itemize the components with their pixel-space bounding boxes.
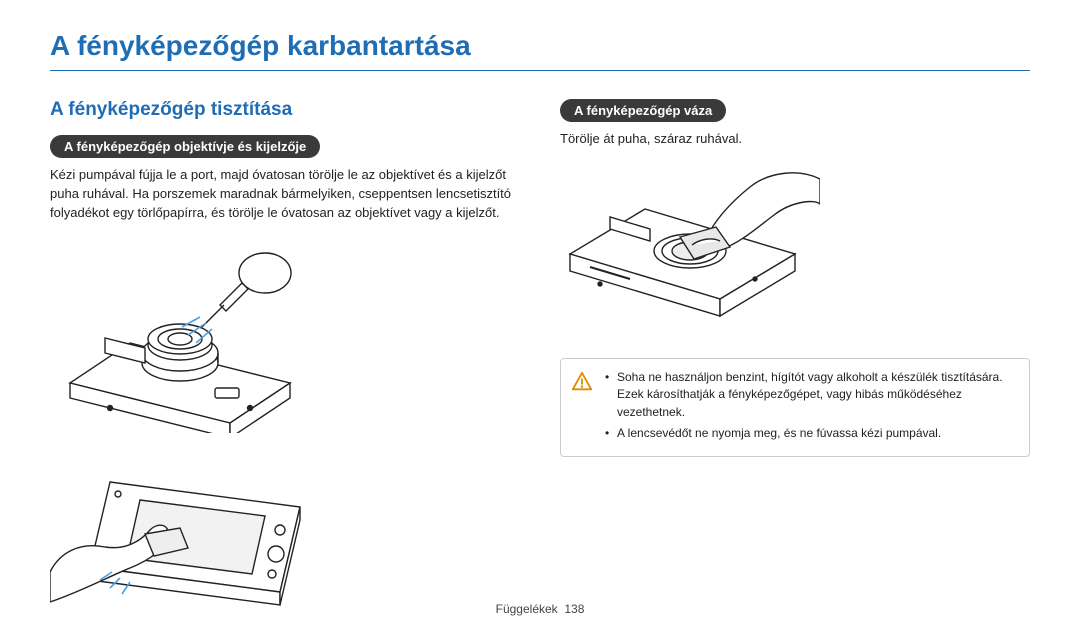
pill-lens-display: A fényképezőgép objektívje és kijelzője [50, 135, 320, 158]
paragraph-lens-cleaning: Kézi pumpával fújja le a port, majd óvat… [50, 166, 520, 223]
paragraph-body-wipe: Törölje át puha, száraz ruhával. [560, 130, 1030, 149]
page-title: A fényképezőgép karbantartása [50, 30, 1030, 71]
illustration-blower [50, 233, 520, 438]
footer-label: Függelékek [496, 602, 558, 616]
warning-box: Soha ne használjon benzint, hígítót vagy… [560, 358, 1030, 458]
warning-item: A lencsevédőt ne nyomja meg, és ne fúvas… [605, 425, 1017, 442]
warning-icon [571, 371, 593, 398]
page-footer: Függelékek 138 [0, 602, 1080, 616]
left-column: A fényképezőgép tisztítása A fényképezőg… [50, 99, 520, 631]
illustration-wipe-body [560, 159, 1030, 334]
page-number: 138 [564, 602, 584, 616]
warning-item: Soha ne használjon benzint, hígítót vagy… [605, 369, 1017, 421]
pill-camera-body: A fényképezőgép váza [560, 99, 726, 122]
content-columns: A fényképezőgép tisztítása A fényképezőg… [50, 99, 1030, 631]
illustration-wipe-screen [50, 452, 520, 617]
right-column: A fényképezőgép váza Törölje át puha, sz… [560, 99, 1030, 631]
section-heading-cleaning: A fényképezőgép tisztítása [50, 99, 520, 121]
warning-list: Soha ne használjon benzint, hígítót vagy… [605, 369, 1017, 443]
